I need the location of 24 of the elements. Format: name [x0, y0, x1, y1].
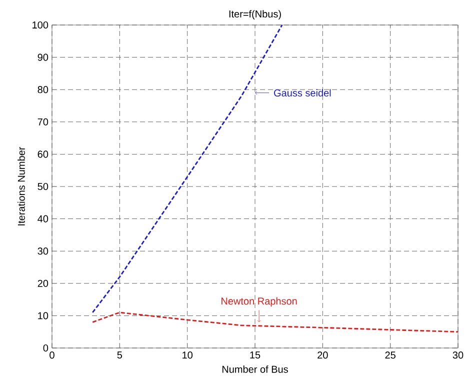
- annotation: Newton Raphson: [222, 297, 297, 307]
- y-axis-title: Iterations Number: [18, 146, 25, 226]
- x-tick-label: 20: [318, 352, 328, 359]
- y-tick-label: 40: [38, 215, 48, 222]
- x-tick-label: 10: [182, 352, 193, 359]
- chart-title: Iter=f(Nbus): [229, 10, 281, 20]
- x-tick-label: 25: [385, 352, 396, 359]
- y-tick-label: 60: [38, 150, 48, 158]
- y-tick-label: 50: [38, 182, 48, 190]
- y-tick-label: 0: [43, 344, 48, 352]
- y-tick-label: 80: [38, 86, 48, 94]
- x-axis-title: Number of Bus: [222, 365, 288, 373]
- annotation: Gauss seidel: [274, 89, 331, 96]
- line-series: [92, 312, 459, 333]
- y-tick-label: 100: [32, 21, 48, 29]
- y-tick-label: 30: [38, 248, 48, 255]
- x-tick-label: 5: [117, 352, 122, 359]
- y-tick-label: 90: [38, 54, 48, 61]
- x-tick-label: 0: [50, 352, 54, 359]
- y-tick-label: 10: [38, 312, 48, 320]
- y-tick-label: 20: [38, 280, 48, 287]
- y-tick-label: 70: [38, 118, 48, 126]
- x-tick-label: 15: [250, 352, 260, 359]
- x-tick-label: 30: [452, 352, 464, 359]
